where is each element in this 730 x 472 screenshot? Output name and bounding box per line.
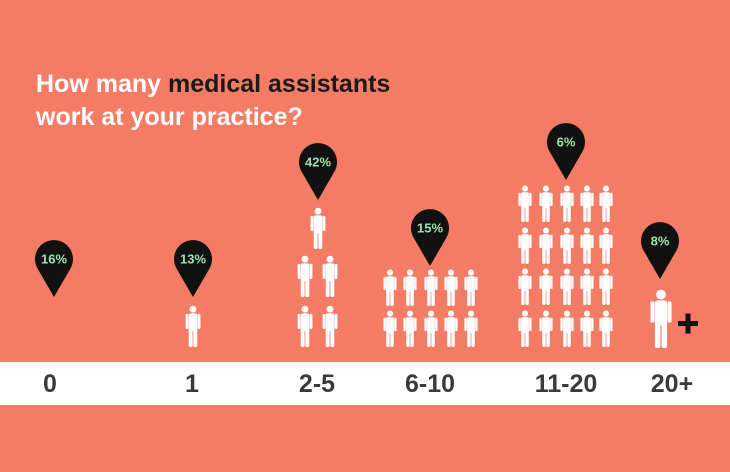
value-label: 6%	[557, 135, 576, 150]
value-pin: 13%	[173, 240, 212, 297]
person-icon	[539, 268, 553, 305]
person-icon	[464, 310, 478, 347]
value-pin: 16%	[34, 240, 73, 297]
person-icon	[518, 227, 532, 264]
person-icon	[580, 185, 594, 222]
person-icon	[580, 227, 594, 264]
person-icon	[297, 305, 313, 347]
person-icon	[560, 268, 574, 305]
person-icon	[599, 268, 613, 305]
person-icon	[185, 305, 201, 347]
value-pin: 8%	[640, 222, 679, 279]
value-label: 15%	[417, 221, 443, 236]
person-icon	[599, 227, 613, 264]
person-icon	[424, 310, 438, 347]
category-label-0: 0	[43, 370, 57, 398]
person-icon	[560, 185, 574, 222]
value-pin: 42%	[299, 143, 337, 200]
category-label-2-5: 2-5	[298, 370, 336, 398]
title-line2: work at your practice?	[36, 103, 303, 131]
person-icon	[560, 227, 574, 264]
person-icon	[599, 185, 613, 222]
person-icon	[464, 269, 478, 306]
person-icon	[539, 227, 553, 264]
person-icon	[580, 310, 594, 347]
person-icon	[444, 310, 458, 347]
title-highlight: medical assistants	[167, 70, 391, 98]
person-icon	[297, 255, 313, 297]
person-icon	[599, 310, 613, 347]
category-label-20-plus: 20+	[650, 370, 694, 398]
person-icon	[444, 269, 458, 306]
value-label: 42%	[305, 155, 331, 170]
person-icon	[322, 255, 338, 297]
person-icon	[383, 310, 397, 347]
category-label-1: 1	[185, 370, 199, 398]
category-band	[0, 362, 730, 405]
person-icon	[322, 305, 338, 347]
person-icon	[518, 268, 532, 305]
person-icon	[539, 185, 553, 222]
value-pin: 6%	[547, 123, 585, 180]
person-icon	[403, 310, 417, 347]
person-icon	[383, 269, 397, 306]
person-icon	[403, 269, 417, 306]
category-label-6-10: 6-10	[404, 370, 456, 398]
person-icon	[518, 310, 532, 347]
value-pin: 15%	[411, 209, 449, 266]
plus-icon	[678, 313, 698, 334]
person-icon	[518, 185, 532, 222]
person-icon	[424, 269, 438, 306]
person-icon	[310, 207, 326, 249]
person-icon	[560, 310, 574, 347]
title-part1: How many	[36, 70, 168, 98]
value-label: 16%	[41, 252, 67, 267]
chart-title: How many medical assistants work at your…	[36, 68, 390, 134]
person-icon	[539, 310, 553, 347]
person-icon	[580, 268, 594, 305]
value-label: 8%	[651, 234, 670, 249]
category-label-11-20: 11-20	[534, 370, 598, 398]
person-icon	[650, 289, 672, 348]
value-label: 13%	[180, 252, 206, 267]
